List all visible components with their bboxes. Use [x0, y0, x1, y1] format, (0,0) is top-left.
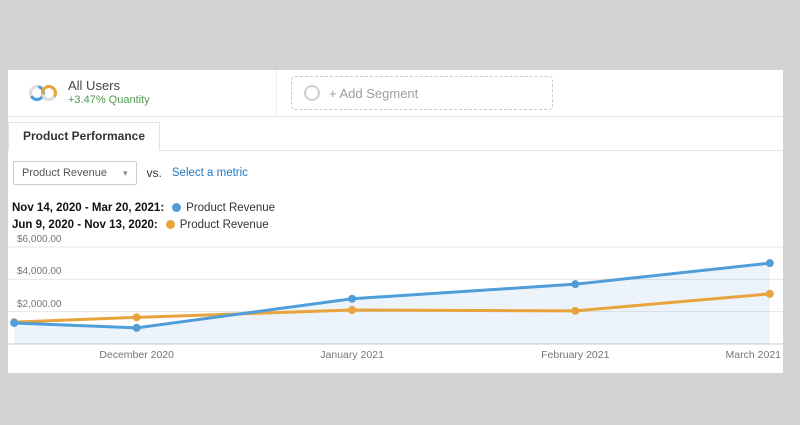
- select-metric-link[interactable]: Select a metric: [171, 167, 248, 179]
- x-tick-label: December 2020: [99, 349, 174, 361]
- segment-divider: [276, 70, 277, 116]
- segment-delta: +3.47% Quantity: [68, 94, 150, 107]
- vs-label: vs.: [146, 166, 162, 180]
- legend-row-previous: Jun 9, 2020 - Nov 13, 2020: Product Reve…: [12, 216, 783, 233]
- x-tick-label: February 2021: [541, 349, 610, 361]
- report-panel: All Users +3.47% Quantity + Add Segment …: [8, 70, 783, 373]
- legend-date-range: Jun 9, 2020 - Nov 13, 2020:: [12, 218, 158, 231]
- y-tick-label: $2,000.00: [17, 298, 62, 310]
- add-segment-label: + Add Segment: [329, 85, 419, 101]
- tab-label: Product Performance: [23, 129, 146, 143]
- y-tick-label: $6,000.00: [17, 234, 62, 245]
- segments-row: All Users +3.47% Quantity + Add Segment: [8, 70, 783, 117]
- y-tick-label: $4,000.00: [17, 266, 62, 278]
- legend-dot-orange: [165, 220, 175, 229]
- metric-controls: Product Revenue ▾ vs. Select a metric: [8, 151, 783, 193]
- x-tick-label: January 2021: [320, 349, 384, 361]
- x-axis-labels: December 2020 January 2021 February 2021 Ma…: [8, 347, 783, 361]
- comparison-line-chart[interactable]: $2,000.00 $4,000.00 $6,000.00 December 202…: [8, 234, 783, 369]
- legend-dot-blue: [172, 203, 182, 212]
- segments-donut-icon: [29, 85, 57, 101]
- x-tick-label: March 2021: [725, 349, 781, 361]
- legend-date-range: Nov 14, 2020 - Mar 20, 2021:: [12, 201, 165, 214]
- add-segment-circle-icon: [304, 85, 320, 101]
- legend-metric: Product Revenue: [186, 201, 276, 214]
- segment-title: All Users: [68, 78, 121, 93]
- tab-bar: Product Performance: [8, 117, 783, 151]
- add-segment-button[interactable]: + Add Segment: [291, 76, 553, 110]
- legend-metric: Product Revenue: [179, 218, 269, 231]
- segment-card-all-users[interactable]: All Users +3.47% Quantity: [8, 70, 276, 116]
- legend-row-current: Nov 14, 2020 - Mar 20, 2021: Product Rev…: [12, 199, 783, 216]
- tab-product-performance[interactable]: Product Performance: [8, 122, 161, 151]
- segment-texts: All Users +3.47% Quantity: [68, 78, 150, 108]
- metric-dropdown[interactable]: Product Revenue ▾: [13, 161, 137, 185]
- chevron-down-icon: ▾: [123, 167, 128, 178]
- chart-canvas: [8, 246, 783, 345]
- metric-dropdown-value: Product Revenue: [22, 167, 107, 179]
- chart-legend: Nov 14, 2020 - Mar 20, 2021: Product Rev…: [8, 193, 783, 235]
